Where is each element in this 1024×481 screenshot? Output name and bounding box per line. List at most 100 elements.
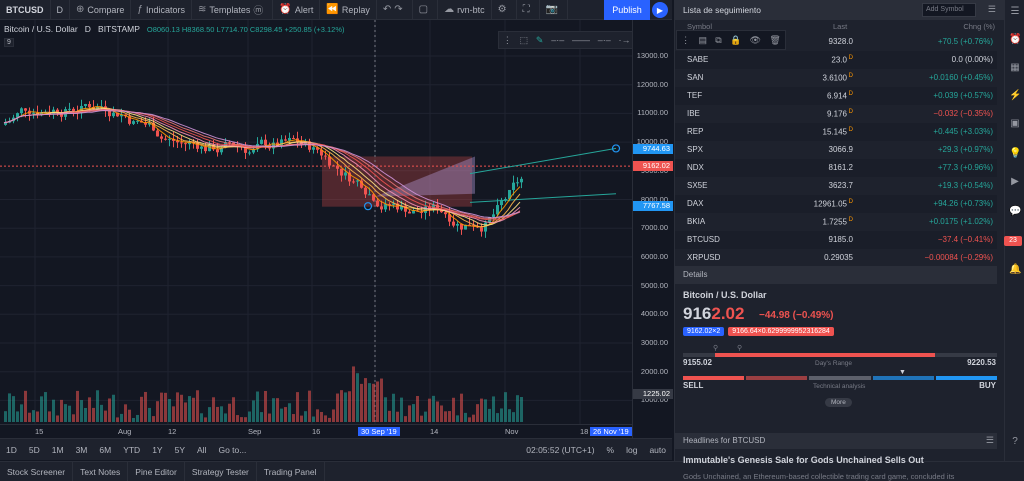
alarm-clock-icon[interactable]: ⏰	[1009, 34, 1022, 45]
add-symbol-input[interactable]: Add Symbol	[922, 3, 976, 17]
bottom-tab[interactable]: Strategy Tester	[185, 461, 257, 481]
trash-icon[interactable]: 🗑	[769, 34, 781, 45]
watchlist-row[interactable]: BKIA 1.7255 D +0.0175 (+1.02%)	[675, 213, 997, 231]
watchlist-row[interactable]: SPX 3066.9 +29.3 (+0.97%)	[675, 141, 997, 159]
publish-dropdown-icon[interactable]: ▶	[652, 2, 668, 18]
headlines-menu-icon[interactable]: ☰	[985, 435, 994, 445]
range-button[interactable]: 5D	[28, 444, 40, 455]
interval-button[interactable]: D	[51, 0, 70, 20]
watchlist-row[interactable]: SABE 23.0 D 0.0 (0.00%)	[675, 51, 997, 69]
watchlist-icon[interactable]: ☰	[1010, 6, 1020, 17]
settings-button[interactable]: ⚙	[492, 0, 517, 20]
range-button[interactable]: 6M	[99, 444, 112, 455]
clock[interactable]: 02:05:52 (UTC+1)	[526, 444, 595, 455]
candle-body	[392, 203, 395, 205]
goto-button[interactable]: Go to...	[218, 444, 247, 455]
headline-text[interactable]: Gods Unchained, an Ethereum-based collec…	[683, 472, 955, 481]
candle-body	[72, 108, 75, 112]
bottom-tab[interactable]: Trading Panel	[257, 461, 325, 481]
line-style-icon[interactable]: –·–	[551, 35, 565, 45]
layout-name[interactable]: ☁ rvn-btc	[438, 0, 492, 20]
undo-icon[interactable]: ↶	[382, 4, 392, 15]
eye-icon[interactable]: 👁	[749, 34, 762, 45]
layout-button[interactable]: ▢	[413, 0, 439, 20]
watchlist-row[interactable]: NDX 8161.2 +77.3 (+0.96%)	[675, 159, 997, 177]
watchlist-row[interactable]: SAN 3.6100 D +0.0160 (+0.45%)	[675, 69, 997, 87]
range-button[interactable]: 1M	[51, 444, 64, 455]
snapshot-button[interactable]: 📷	[540, 0, 569, 20]
col-symbol[interactable]: Symbol	[687, 22, 713, 31]
candle-body	[512, 182, 515, 190]
notifications-icon[interactable]: 🔔	[1009, 264, 1022, 275]
legend-collapse[interactable]: 9	[4, 38, 14, 47]
time-axis[interactable]: 15 Aug 12 Sep 16 30 Sep '19 14 Nov 18 26 Nov '19	[0, 424, 632, 438]
details-header[interactable]: Details	[675, 266, 997, 284]
chart-canvas[interactable]	[0, 20, 632, 424]
col-last[interactable]: Last	[833, 22, 848, 31]
drag-handle-icon[interactable]: ⋮	[681, 34, 691, 45]
chart-legend: Bitcoin / U.S. Dollar D BITSTAMP O8060.1…	[4, 24, 345, 34]
range-button[interactable]: 3M	[75, 444, 88, 455]
templates-button[interactable]: ≋ Templates ⓜ	[192, 0, 274, 20]
watchlist-row[interactable]: 9328.0 +70.5 (+0.76%)	[675, 33, 997, 51]
range-button[interactable]: 1Y	[152, 444, 163, 455]
fullscreen-button[interactable]: ⛶	[517, 0, 540, 20]
more-button[interactable]: More	[825, 398, 852, 407]
watchlist-row[interactable]: IBE 9.176 D −0.032 (−0.35%)	[675, 105, 997, 123]
line-extend-icon[interactable]: ·→	[618, 35, 631, 45]
redo-icon[interactable]: ↷	[394, 4, 403, 15]
pencil-icon[interactable]: ✎	[535, 34, 544, 45]
watchlist-row[interactable]: SX5E 3623.7 +19.3 (+0.54%)	[675, 177, 997, 195]
bottom-tab[interactable]: Text Notes	[73, 461, 129, 481]
range-button[interactable]: 1D	[6, 444, 17, 455]
watchlist-row[interactable]: TEF 6.914 D +0.039 (+0.57%)	[675, 87, 997, 105]
watchlist-row[interactable]: REP 15.145 D +0.445 (+3.03%)	[675, 123, 997, 141]
col-chg[interactable]: Chng (%)	[963, 22, 995, 31]
alert-button[interactable]: ⏰ Alert	[273, 0, 321, 20]
watchlist-title[interactable]: Lista de seguimiento	[683, 5, 761, 15]
symbol-search[interactable]: BTCUSD	[0, 0, 51, 20]
chart-pane[interactable]	[0, 20, 632, 438]
range-button[interactable]: YTD	[123, 444, 141, 455]
bottom-tab[interactable]: Stock Screener	[0, 461, 74, 481]
bottom-tab[interactable]: Pine Editor	[128, 461, 185, 481]
line-end-icon[interactable]: –·–	[597, 35, 611, 45]
drag-handle-icon[interactable]: ⋮	[502, 34, 512, 45]
volume-bar	[348, 391, 351, 422]
auto-toggle[interactable]: auto	[649, 444, 666, 455]
range-button[interactable]: 5Y	[174, 444, 185, 455]
undo-redo[interactable]: ↶ ↷	[377, 0, 413, 20]
indicators-button[interactable]: ƒ Indicators	[131, 0, 192, 20]
range-button[interactable]: All	[197, 444, 207, 455]
lock-icon[interactable]: 🔒	[730, 34, 742, 45]
watchlist-row[interactable]: BTCUSD 9185.0 −37.4 (−0.41%)	[675, 231, 997, 249]
watchlist-row[interactable]: XRPUSD 0.29035 −0.00084 (−0.29%)	[675, 249, 997, 267]
color-icon[interactable]: ▤	[698, 34, 707, 45]
log-toggle[interactable]: log	[626, 444, 638, 455]
headlines-header[interactable]: Headlines for BTCUSD	[675, 433, 997, 449]
volume-bar	[64, 404, 67, 422]
line-width-icon[interactable]: ——	[571, 35, 590, 45]
delayed-icon: D	[847, 55, 853, 61]
hotlist-icon[interactable]: ⚡	[1009, 90, 1022, 101]
ideas-icon[interactable]: 💡	[1009, 148, 1022, 159]
watchlist-menu-icon[interactable]: ☰	[987, 4, 996, 14]
price-axis[interactable]: 13000.0012000.0011000.0010000.009000.008…	[632, 20, 673, 438]
help-icon[interactable]: ?	[1012, 436, 1018, 447]
chat-icon[interactable]: 💬	[1009, 206, 1022, 217]
publish-button[interactable]: Publish	[604, 0, 650, 20]
data-window-icon[interactable]: ▦	[1010, 62, 1020, 73]
delayed-icon: D	[847, 91, 853, 97]
percent-toggle[interactable]: %	[606, 444, 615, 455]
replay-button[interactable]: ⏪ Replay	[320, 0, 377, 20]
ma-ribbon-line	[3, 109, 521, 219]
copy-icon[interactable]: ⧉	[715, 34, 722, 45]
headline-title[interactable]: Immutable's Genesis Sale for Gods Unchai…	[683, 455, 924, 465]
calendar-icon[interactable]: ▣	[1010, 118, 1020, 129]
compare-button[interactable]: ⊕ Compare	[70, 0, 132, 20]
candle-body	[172, 138, 175, 141]
streams-icon[interactable]: ▶	[1011, 176, 1019, 187]
watchlist-row[interactable]: DAX 12961.05 D +94.26 (+0.73%)	[675, 195, 997, 213]
candle-body	[336, 165, 339, 169]
select-icon[interactable]: ⬚	[519, 34, 529, 45]
